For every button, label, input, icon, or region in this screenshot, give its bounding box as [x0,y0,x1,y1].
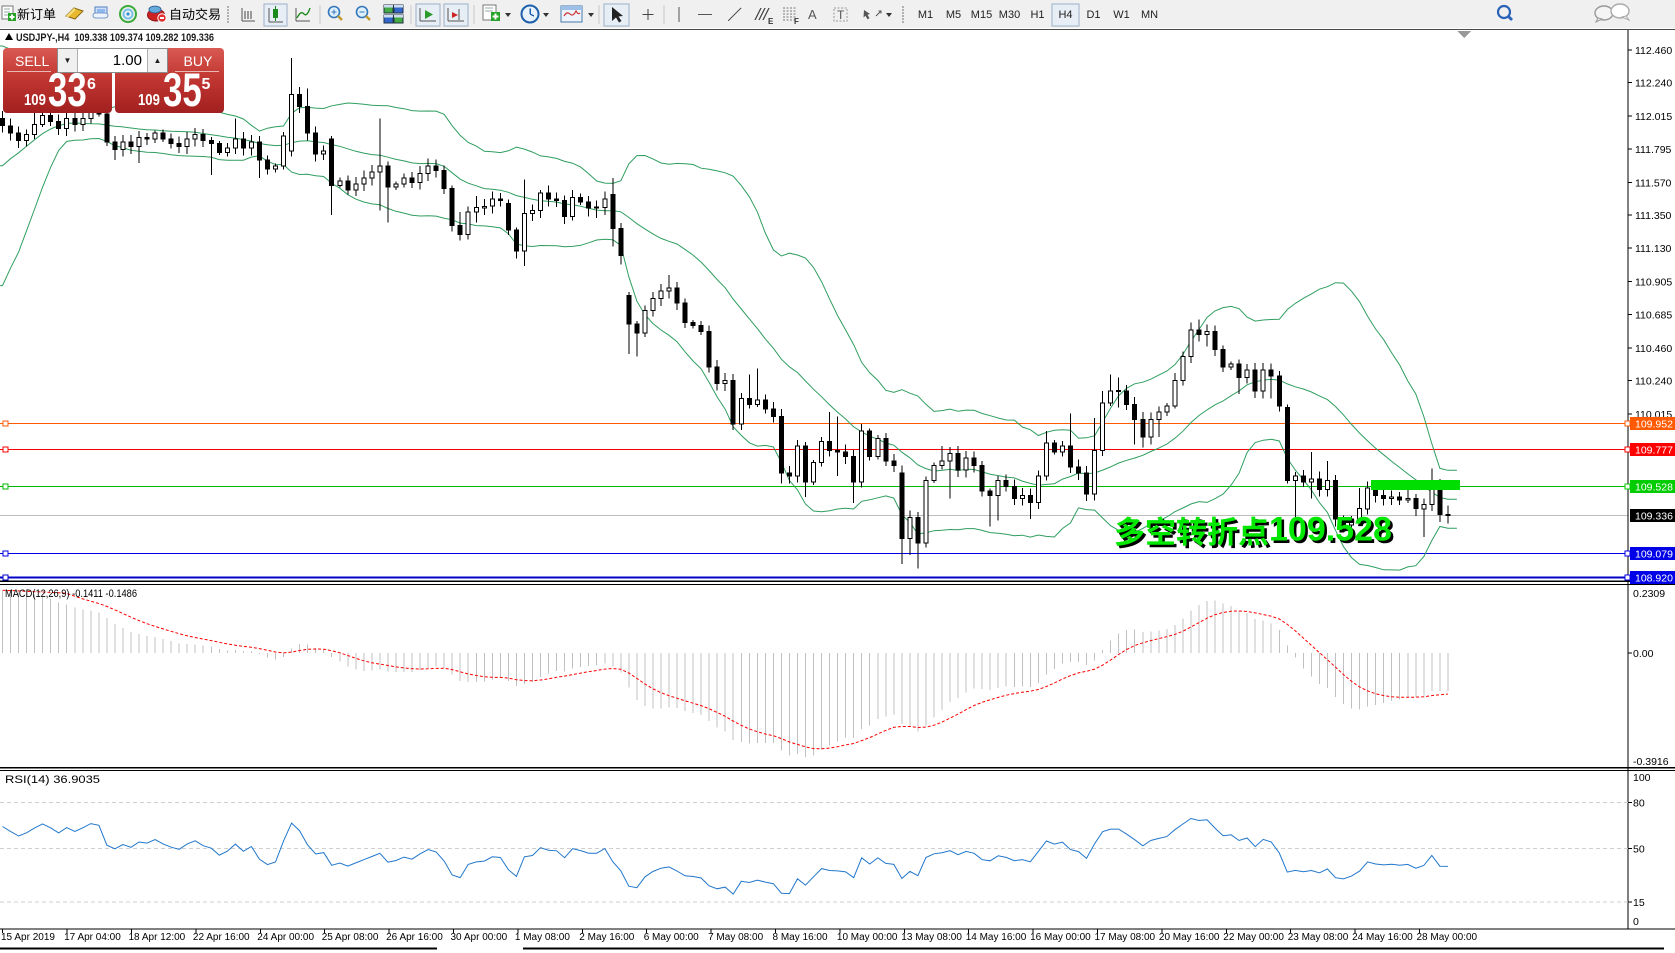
svg-text:111.130: 111.130 [1635,243,1672,255]
svg-text:109.079: 109.079 [1635,549,1673,561]
svg-text:0.2309: 0.2309 [1633,588,1665,600]
svg-text:E: E [768,17,774,26]
svg-text:USDJPY-,H4 109.338 109.374 10: USDJPY-,H4 109.338 109.374 109.282 109.3… [16,32,214,44]
svg-text:28 May 00:00: 28 May 00:00 [1417,932,1478,943]
svg-text:D1: D1 [1086,9,1100,21]
svg-text:1 May 08:00: 1 May 08:00 [515,932,570,943]
svg-text:MN: MN [1141,9,1158,21]
svg-text:13 May 08:00: 13 May 08:00 [901,932,962,943]
svg-text:109.528: 109.528 [1272,513,1395,551]
svg-text:M5: M5 [946,9,961,21]
svg-text:8 May 16:00: 8 May 16:00 [773,932,828,943]
svg-text:22 Apr 16:00: 22 Apr 16:00 [193,932,250,943]
svg-text:112.240: 112.240 [1635,78,1672,90]
svg-text:24 May 16:00: 24 May 16:00 [1352,932,1413,943]
svg-text:M30: M30 [999,9,1020,21]
svg-text:0.00: 0.00 [1633,648,1654,660]
svg-text:100: 100 [1633,772,1651,784]
svg-text:26 Apr 16:00: 26 Apr 16:00 [386,932,443,943]
svg-text:18 Apr 12:00: 18 Apr 12:00 [129,932,186,943]
svg-text:14 May 16:00: 14 May 16:00 [966,932,1027,943]
svg-text:110.460: 110.460 [1635,343,1672,355]
svg-text:15: 15 [1633,897,1645,909]
svg-text:M1: M1 [918,9,933,21]
svg-text:112.015: 112.015 [1635,111,1672,123]
svg-text:6 May 00:00: 6 May 00:00 [644,932,699,943]
svg-text:109.952: 109.952 [1635,419,1673,431]
svg-text:30 Apr 00:00: 30 Apr 00:00 [451,932,508,943]
svg-text:110.905: 110.905 [1635,277,1672,289]
svg-text:2 May 16:00: 2 May 16:00 [579,932,634,943]
svg-text:111.795: 111.795 [1635,144,1672,156]
svg-text:112.460: 112.460 [1635,45,1672,57]
svg-text:109.777: 109.777 [1635,445,1673,457]
svg-text:110.240: 110.240 [1635,376,1672,388]
svg-text:15 Apr 2019: 15 Apr 2019 [1,932,55,943]
svg-text:111.570: 111.570 [1635,177,1672,189]
svg-text:23 May 08:00: 23 May 08:00 [1288,932,1349,943]
svg-text:50: 50 [1633,844,1645,856]
svg-text:110.685: 110.685 [1635,309,1672,321]
svg-text:T: T [837,8,845,22]
svg-text:22 May 00:00: 22 May 00:00 [1223,932,1284,943]
svg-text:MACD(12,26,9) -0.1411 -0.1486: MACD(12,26,9) -0.1411 -0.1486 [5,588,137,600]
svg-text:H1: H1 [1030,9,1044,21]
svg-text:17 Apr 04:00: 17 Apr 04:00 [64,932,121,943]
svg-text:M15: M15 [971,9,992,21]
svg-text:0: 0 [1633,916,1639,928]
svg-text:109.528: 109.528 [1635,482,1673,494]
svg-text:H4: H4 [1058,9,1072,21]
svg-text:111.350: 111.350 [1635,210,1672,222]
svg-text:W1: W1 [1113,9,1130,21]
svg-text:-0.3916: -0.3916 [1633,756,1669,768]
svg-text:16 May 00:00: 16 May 00:00 [1030,932,1091,943]
svg-text:25 Apr 08:00: 25 Apr 08:00 [322,932,379,943]
svg-text:108.920: 108.920 [1635,572,1673,584]
svg-text:24 Apr 00:00: 24 Apr 00:00 [257,932,314,943]
svg-text:109.336: 109.336 [1635,510,1673,522]
svg-text:80: 80 [1633,798,1645,810]
svg-text:10 May 00:00: 10 May 00:00 [837,932,898,943]
svg-text:A: A [808,7,817,22]
svg-text:7 May 08:00: 7 May 08:00 [708,932,763,943]
svg-text:RSI(14) 36.9035: RSI(14) 36.9035 [5,774,100,786]
svg-text:20 May 16:00: 20 May 16:00 [1159,932,1220,943]
svg-text:F: F [794,17,799,26]
svg-text:17 May 08:00: 17 May 08:00 [1095,932,1156,943]
svg-text:109.528: 109.528 [1269,511,1392,549]
